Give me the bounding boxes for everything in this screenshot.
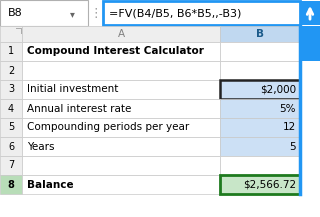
Bar	[22, 99, 220, 118]
Bar	[0, 61, 22, 80]
Bar	[300, 175, 320, 194]
Bar	[0, 156, 22, 175]
Text: =FV(B4/B5, B6*B5,,-B3): =FV(B4/B5, B6*B5,,-B3)	[109, 8, 241, 18]
Text: B8: B8	[8, 8, 23, 18]
Bar	[220, 118, 300, 137]
Bar	[300, 26, 320, 194]
Bar	[300, 80, 320, 99]
Bar	[220, 175, 300, 194]
Bar	[300, 1, 320, 25]
Text: 12: 12	[283, 123, 296, 133]
Bar	[300, 118, 320, 137]
Bar	[220, 99, 300, 118]
Bar	[0, 137, 22, 156]
Bar	[300, 99, 320, 118]
Text: A: A	[117, 29, 124, 39]
Text: 3: 3	[8, 84, 14, 94]
Text: 8: 8	[8, 179, 14, 189]
Text: 5%: 5%	[279, 104, 296, 113]
Bar	[22, 26, 220, 42]
Bar	[300, 42, 320, 61]
Bar	[22, 61, 220, 80]
Bar	[0, 99, 22, 118]
Bar	[220, 26, 300, 42]
Bar	[0, 26, 22, 42]
Bar	[103, 1, 300, 25]
Bar	[300, 61, 320, 80]
Text: Years: Years	[27, 141, 54, 151]
Text: 4: 4	[8, 104, 14, 113]
Bar	[220, 80, 300, 99]
Text: $2,000: $2,000	[260, 84, 296, 94]
Text: 5: 5	[289, 141, 296, 151]
Text: Annual interest rate: Annual interest rate	[27, 104, 132, 113]
Bar	[0, 80, 22, 99]
Bar	[220, 137, 300, 156]
Bar	[22, 80, 220, 99]
Bar	[0, 175, 22, 194]
Text: ▾: ▾	[69, 9, 75, 19]
Bar	[0, 0, 88, 26]
Text: Compounding periods per year: Compounding periods per year	[27, 123, 189, 133]
Bar	[0, 42, 22, 61]
Bar	[300, 156, 320, 175]
Bar	[220, 61, 300, 80]
Bar	[220, 42, 300, 61]
Bar	[22, 118, 220, 137]
Bar	[22, 137, 220, 156]
Text: $2,566.72: $2,566.72	[243, 179, 296, 189]
Text: B: B	[256, 29, 264, 39]
Bar	[220, 80, 300, 99]
Text: 5: 5	[8, 123, 14, 133]
Bar	[300, 137, 320, 156]
Bar	[22, 175, 220, 194]
Bar	[22, 156, 220, 175]
Text: Initial investment: Initial investment	[27, 84, 118, 94]
Text: Compound Interest Calculator: Compound Interest Calculator	[27, 46, 204, 56]
Text: 7: 7	[8, 161, 14, 171]
Bar	[300, 26, 320, 42]
Text: ⋮: ⋮	[90, 7, 102, 20]
Bar	[22, 42, 220, 61]
Text: 6: 6	[8, 141, 14, 151]
Text: Balance: Balance	[27, 179, 74, 189]
Bar	[220, 175, 300, 194]
Text: 1: 1	[8, 46, 14, 56]
Bar	[220, 156, 300, 175]
Text: 2: 2	[8, 66, 14, 76]
Bar	[0, 118, 22, 137]
